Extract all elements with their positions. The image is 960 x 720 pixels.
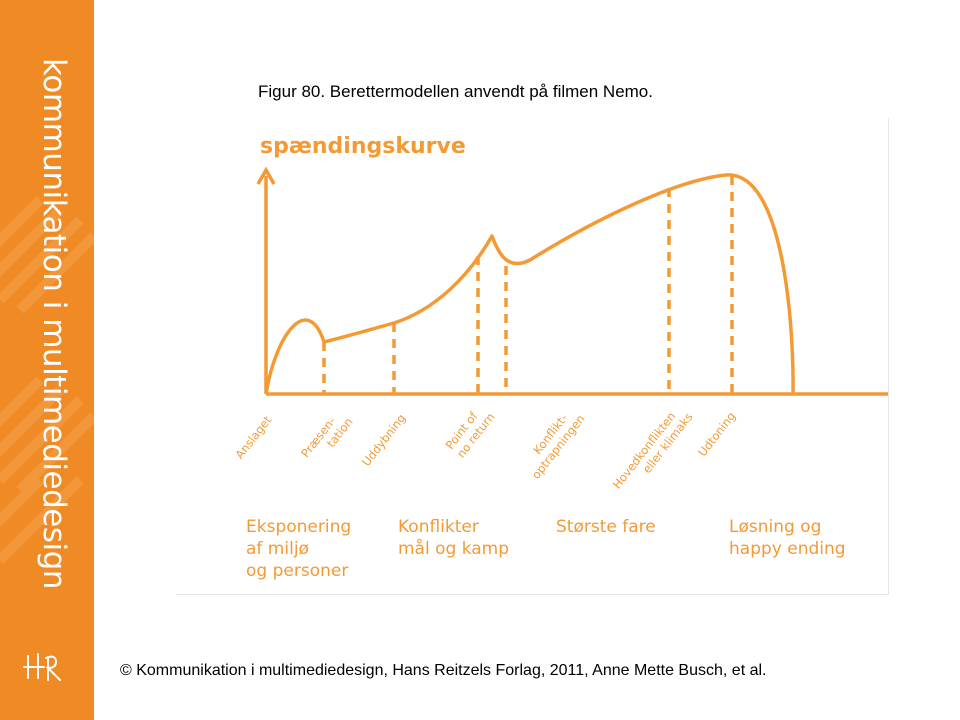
phase-label-line: Konflikter: [398, 517, 479, 537]
tension-curve-diagram: spændingskurve Anslaget Præsen-tation Uddy…: [232, 134, 888, 581]
stage-label: Konflikt-optrapningen: [518, 403, 588, 481]
phase-labels: Eksponering af miljø og personer Konflikter…: [246, 517, 846, 581]
phase-label-line: mål og kamp: [398, 538, 509, 559]
phase-label-line: Eksponering: [246, 517, 351, 537]
phase-label-line: og personer: [246, 561, 348, 581]
y-axis-arrow: [256, 166, 276, 185]
stage-label: Udtoning: [695, 409, 738, 459]
phase-label: Største fare: [556, 517, 656, 537]
axis-label: spændingskurve: [260, 134, 466, 159]
stage-labels: Anslaget Præsen-tation Uddybning Point ofno…: [232, 401, 738, 500]
phase-label-line: Største fare: [556, 517, 656, 537]
tension-curve: [264, 173, 795, 395]
sidebar-pattern: [0, 196, 94, 564]
phase-label: Løsning og happy ending: [729, 517, 846, 559]
copyright-footer: © Kommunikation i multimediedesign, Hans…: [120, 662, 767, 679]
stage-label-line: Uddybning: [359, 411, 408, 469]
sidebar: kommunikation i multimediedesign: [0, 0, 94, 720]
phase-label: Eksponering af miljø og personer: [246, 517, 351, 581]
stage-label: Point ofno return: [443, 401, 498, 460]
stage-label: Præsen-tation: [298, 406, 355, 468]
phase-label: Konflikter mål og kamp: [398, 517, 509, 559]
stage-label: Uddybning: [359, 411, 408, 469]
stage-label-line: Anslaget: [232, 413, 274, 462]
stage-label-line: Udtoning: [695, 409, 738, 459]
phase-label-line: Løsning og: [729, 517, 821, 537]
hr-publisher-logo-icon: [23, 653, 61, 681]
phase-label-line: af miljø: [246, 539, 309, 559]
phase-label-line: happy ending: [729, 539, 846, 559]
diagram-panel: spændingskurve Anslaget Præsen-tation Uddy…: [176, 118, 889, 595]
stage-label: Hovedkonflikteneller klimaks: [610, 401, 696, 500]
figure-caption: Figur 80. Berettermodellen anvendt på fi…: [258, 82, 653, 101]
sidebar-title: kommunikation i multimediedesign: [36, 58, 72, 589]
stage-label: Anslaget: [232, 413, 274, 462]
